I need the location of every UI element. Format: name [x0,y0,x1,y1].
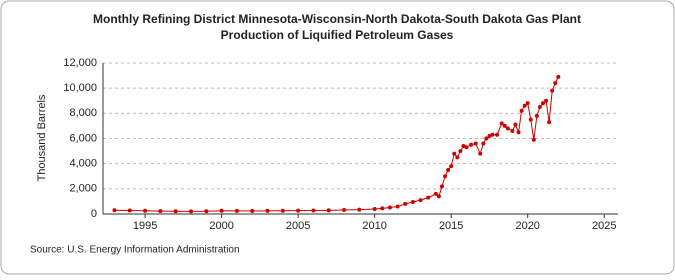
data-point [544,98,549,103]
data-point [357,207,362,212]
data-point [519,108,524,113]
y-tick-label: 0 [91,208,97,220]
data-point [204,209,209,214]
data-point [502,123,507,128]
data-point [534,113,539,118]
x-tick-label: 2025 [592,220,616,232]
x-tick-label: 2010 [362,220,386,232]
y-tick-label: 8,000 [69,107,97,119]
x-tick-label: 2005 [286,220,310,232]
data-point [433,191,438,196]
data-point [280,208,285,213]
data-point [219,208,224,213]
data-point [342,207,347,212]
x-tick-label: 1995 [133,220,157,232]
data-point [426,195,431,200]
data-point [495,132,500,137]
data-point [326,208,331,213]
data-point [250,208,255,213]
data-point [436,194,441,199]
data-point [510,128,515,133]
data-point [478,151,483,156]
data-point [158,209,163,214]
x-tick-label: 2020 [515,220,539,232]
data-point [234,208,239,213]
data-point [505,126,510,131]
data-point [458,149,463,154]
data-point [473,141,478,146]
y-axis-label: Thousand Barrels [36,94,48,181]
y-tick-label: 12,000 [63,57,97,69]
data-point [484,136,489,141]
data-point [452,151,457,156]
data-point [531,137,536,142]
data-point [490,132,495,137]
source: Source: U.S. Energy Information Administ… [30,245,240,256]
data-point [372,206,377,211]
data-point [127,208,132,213]
data-point [487,133,492,138]
data-point [550,88,555,93]
data-point [387,205,392,210]
data-point [522,103,527,108]
data-point [443,174,448,179]
data-point [173,209,178,214]
data-point [464,145,469,150]
data-point [112,208,117,213]
data-point [380,206,385,211]
data-point [516,130,521,135]
y-tick-label: 4,000 [69,158,97,170]
chart-title: Monthly Refining District Minnesota-Wisc… [93,12,581,26]
data-point [143,208,148,213]
data-point [513,122,518,127]
data-point [541,101,546,106]
data-point [499,121,504,126]
y-tick-label: 2,000 [69,183,97,195]
data-point [537,105,542,110]
data-point [553,81,558,86]
chart-title: Production of Liquified Petroleum Gases [221,28,454,42]
data-point [265,208,270,213]
data-point [189,209,194,214]
data-point [547,120,552,125]
data-point [455,155,460,160]
y-tick-label: 6,000 [69,132,97,144]
x-tick-label: 2015 [439,220,463,232]
x-tick-label: 2000 [209,220,233,232]
data-point [469,142,474,147]
data-point [481,141,486,146]
data-point [311,208,316,213]
data-point [410,200,415,205]
data-point [556,74,561,79]
data-point [296,208,301,213]
data-point [446,167,451,172]
data-point [395,204,400,209]
data-point [461,144,466,149]
data-point [449,164,454,169]
data-point [528,117,533,122]
y-tick-label: 10,000 [63,82,97,94]
data-point [418,198,423,203]
data-point [403,201,408,206]
data-point [439,184,444,189]
data-point [525,101,530,106]
